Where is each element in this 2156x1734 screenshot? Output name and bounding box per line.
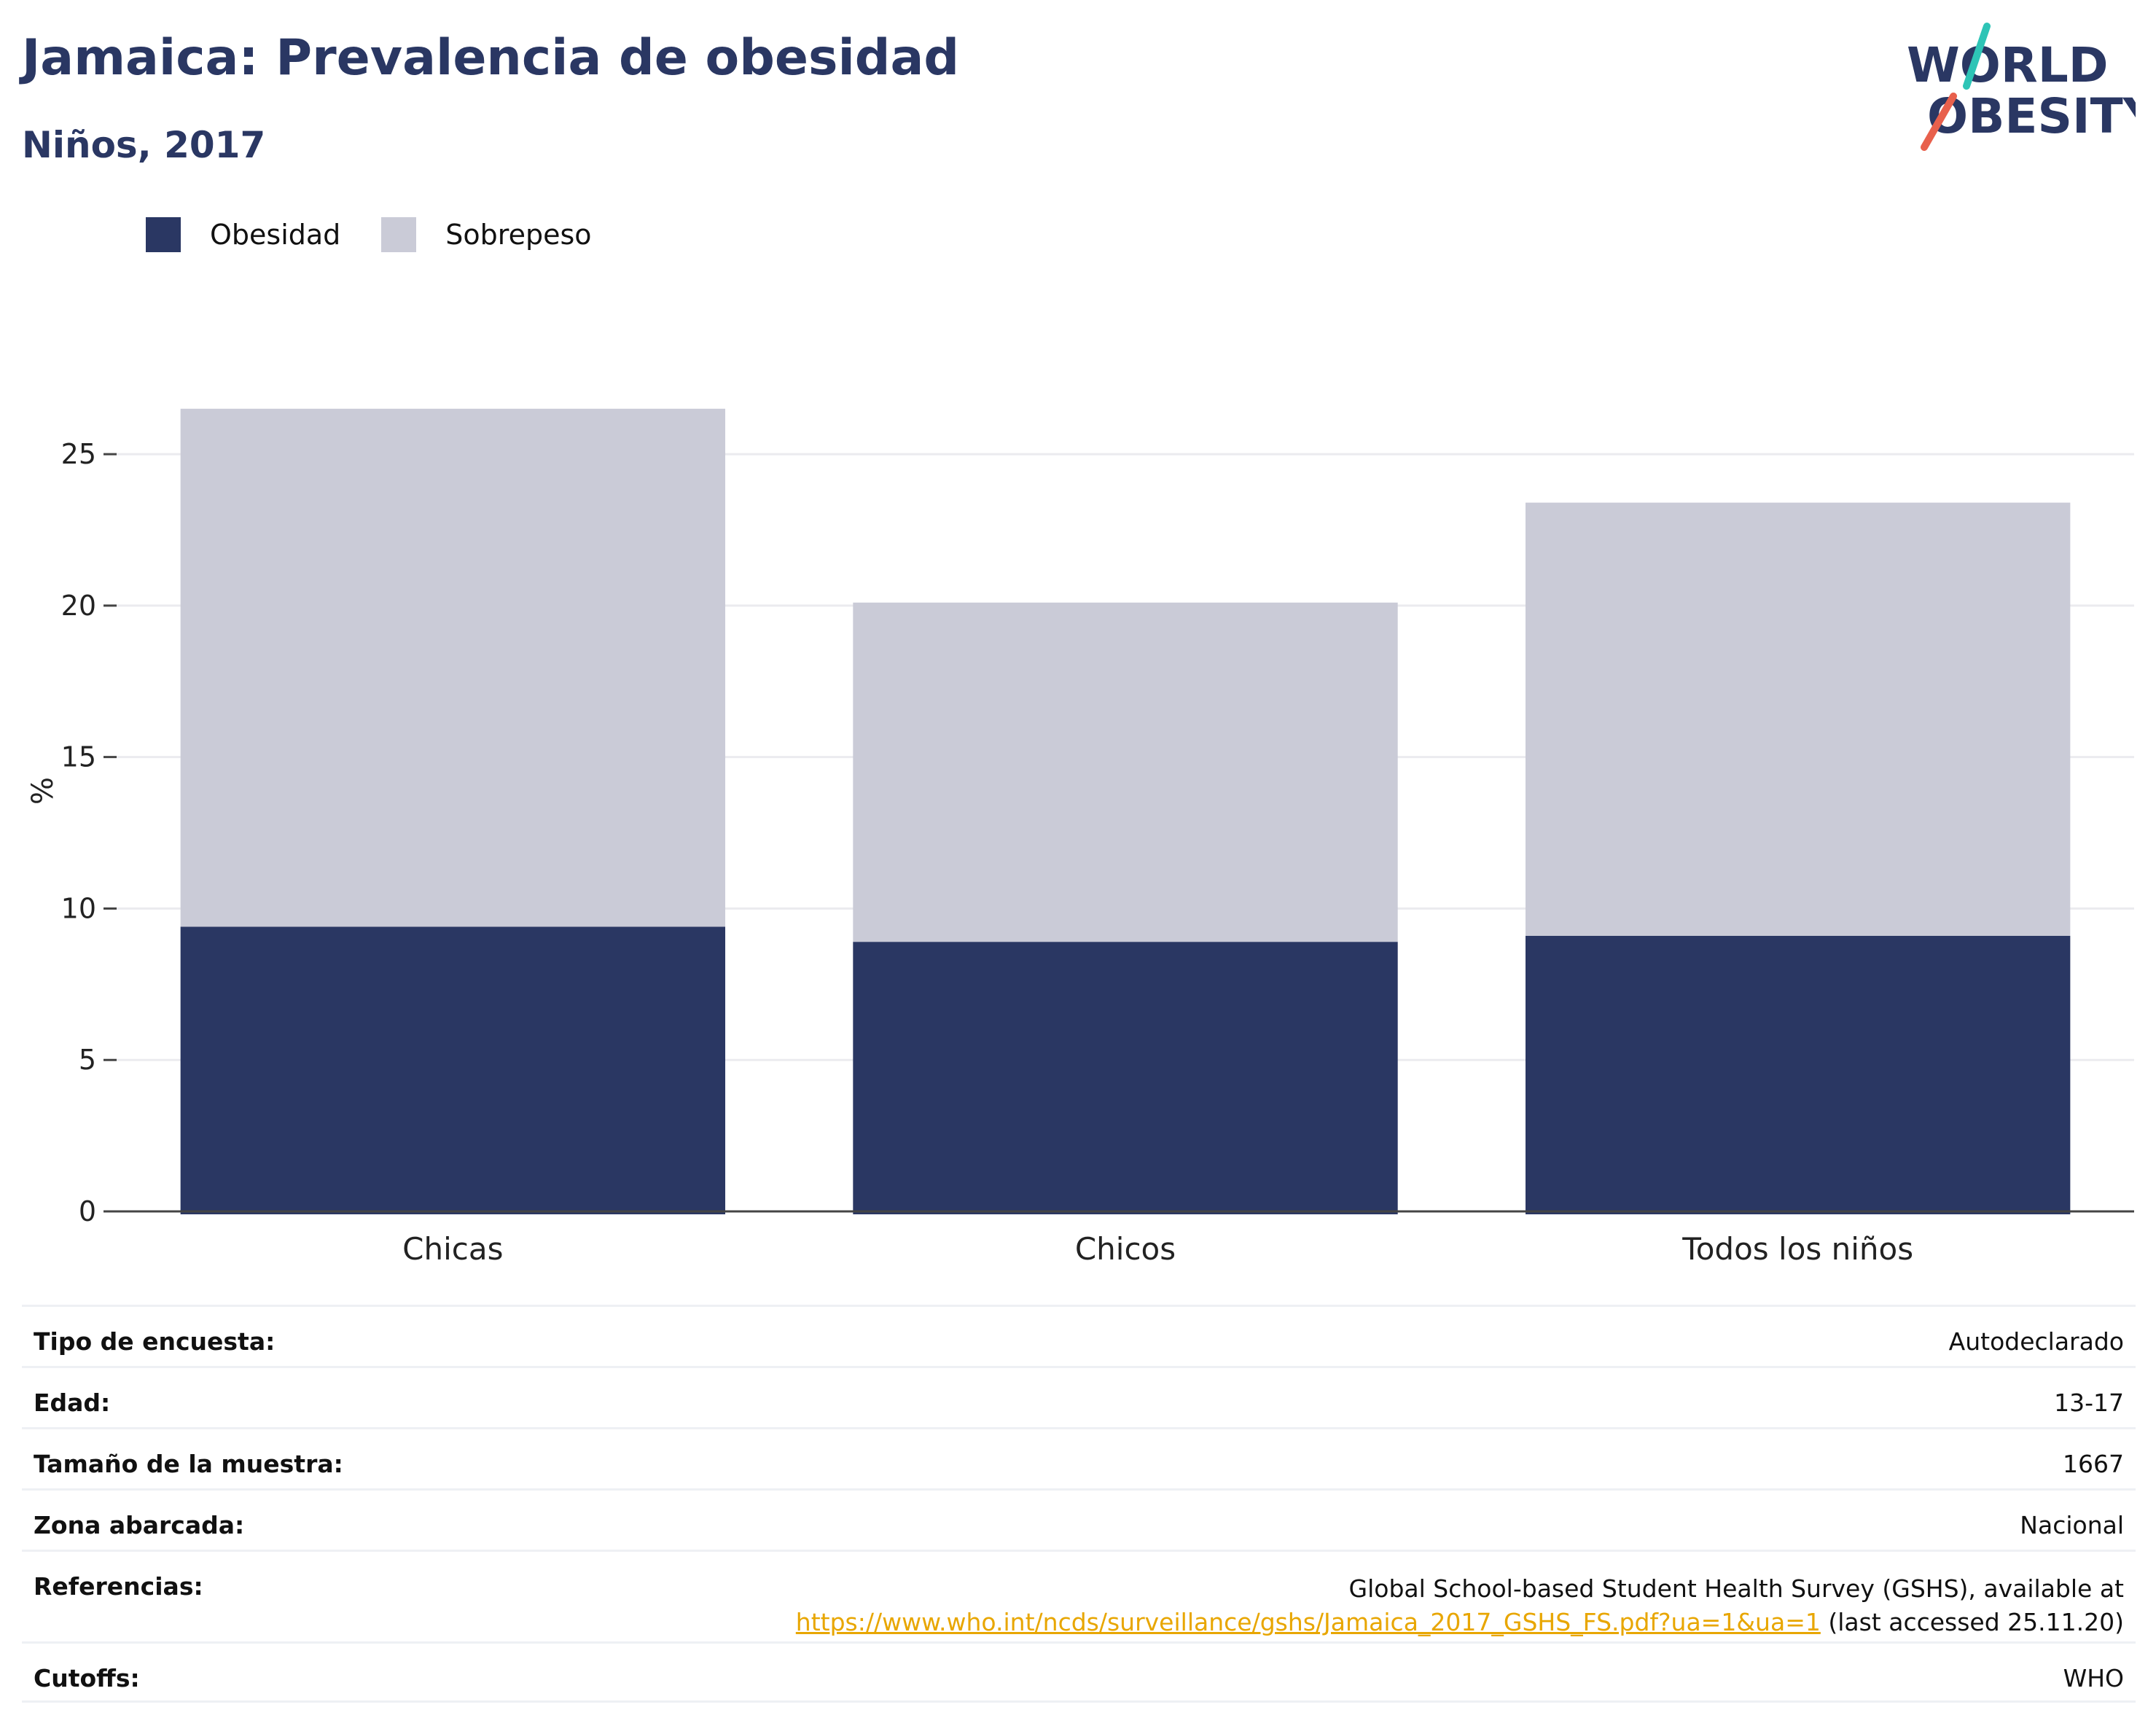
x-tick-label: Chicos <box>1075 1231 1176 1267</box>
y-tick-label: 25 <box>61 438 96 470</box>
y-tick-label: 0 <box>79 1195 96 1227</box>
x-tick-label: Chicas <box>402 1231 503 1267</box>
info-row-age: Edad: 13-17 <box>22 1366 2136 1427</box>
info-row-sample-size: Tamaño de la muestra: 1667 <box>22 1427 2136 1488</box>
references-text: Global School-based Student Health Surve… <box>1348 1574 2124 1603</box>
y-tick-label: 20 <box>61 590 96 622</box>
info-row-references: Referencias: Global School-based Student… <box>22 1550 2136 1641</box>
chart-subtitle: Niños, 2017 <box>22 124 266 166</box>
info-label: Zona abarcada: <box>34 1511 245 1539</box>
y-tick-label: 5 <box>79 1044 96 1076</box>
y-tick-label: 15 <box>61 741 96 773</box>
bar-sobrepeso <box>180 408 726 927</box>
references-value: Global School-based Student Health Surve… <box>796 1572 2124 1639</box>
world-obesity-logo-icon: WORLD OBESITY <box>1907 23 2136 151</box>
bar-sobrepeso <box>1525 502 2071 936</box>
info-value: Autodeclarado <box>1948 1327 2124 1356</box>
bar-obesidad <box>1525 935 2071 1214</box>
logo-text-obesity: OBESITY <box>1927 88 2136 144</box>
info-value: 13-17 <box>2054 1389 2124 1417</box>
info-row-cutoffs: Cutoffs: WHO <box>22 1641 2136 1703</box>
info-label: Tamaño de la muestra: <box>34 1450 343 1478</box>
y-axis-label: % <box>26 777 60 805</box>
info-row-area: Zona abarcada: Nacional <box>22 1488 2136 1550</box>
legend-item-obesidad[interactable]: Obesidad <box>146 217 340 252</box>
references-link[interactable]: https://www.who.int/ncds/surveillance/gs… <box>795 1608 1821 1636</box>
info-value: WHO <box>2063 1664 2124 1692</box>
survey-info-table: Tipo de encuesta: Autodeclarado Edad: 13… <box>22 1305 2136 1703</box>
bar-obesidad <box>853 942 1398 1214</box>
legend-label-sobrepeso: Sobrepeso <box>445 219 592 251</box>
legend-label-obesidad: Obesidad <box>210 219 341 251</box>
stacked-bar-chart: 0 5 10 15 20 25% Chicas Chicos Todos los niños <box>26 408 2134 1267</box>
bar-sobrepeso <box>853 602 1398 942</box>
y-tick-label: 10 <box>61 892 96 924</box>
x-tick-label: Todos los niños <box>1682 1231 1913 1267</box>
info-value: 1667 <box>2063 1450 2124 1478</box>
info-row-survey-type: Tipo de encuesta: Autodeclarado <box>22 1305 2136 1366</box>
info-label: Edad: <box>34 1389 111 1417</box>
legend-item-sobrepeso[interactable]: Sobrepeso <box>381 217 592 252</box>
info-label: Referencias: <box>34 1572 203 1601</box>
legend-swatch-obesidad <box>146 217 181 252</box>
bar-obesidad <box>180 926 726 1214</box>
references-suffix: (last accessed 25.11.20) <box>1820 1608 2124 1636</box>
legend-swatch-sobrepeso <box>381 217 417 252</box>
info-label: Cutoffs: <box>34 1664 140 1692</box>
info-label: Tipo de encuesta: <box>34 1327 276 1356</box>
info-value: Nacional <box>2020 1511 2124 1539</box>
chart-legend: Obesidad Sobrepeso <box>146 217 633 252</box>
logo-text-world: WORLD <box>1907 37 2109 93</box>
chart-title: Jamaica: Prevalencia de obesidad <box>22 29 960 87</box>
